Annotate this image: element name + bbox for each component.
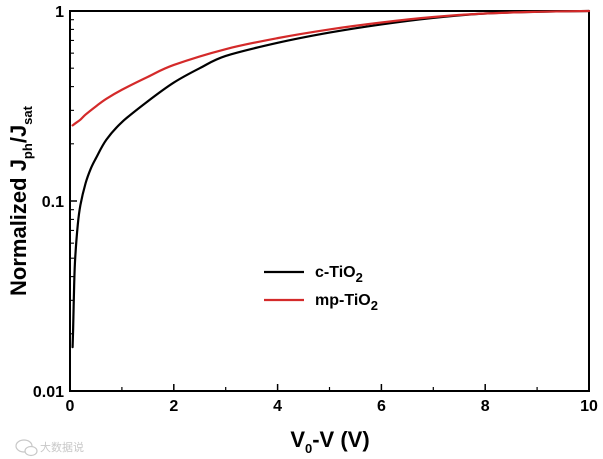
- legend-label-c-tio2: c-TiO2: [315, 264, 363, 285]
- x-axis-title: V0-V (V): [290, 427, 369, 456]
- plot-frame: [69, 10, 590, 392]
- x-axis-ticks: 0 2 4 6 8 10: [66, 384, 598, 415]
- y-tick-label: 0.01: [33, 384, 64, 401]
- y-tick-label: 0.1: [42, 194, 64, 211]
- watermark: 大数据说: [15, 439, 84, 457]
- x-tick-label: 6: [377, 398, 386, 415]
- y-axis-title: Normalized Jph/Jsat: [6, 105, 35, 296]
- x-tick-label: 10: [580, 398, 598, 415]
- chat-bubble-icon: [15, 439, 38, 457]
- legend-label-mp-tio2: mp-TiO2: [315, 292, 378, 313]
- y-axis-ticks: 0.01 0.1 1: [33, 4, 77, 401]
- series-line-mp-tio2: [71, 9, 591, 127]
- x-tick-label: 4: [273, 398, 282, 415]
- y-tick-label: 1: [55, 4, 64, 21]
- legend: c-TiO2 mp-TiO2: [264, 264, 378, 313]
- x-tick-label: 8: [481, 398, 490, 415]
- watermark-text: 大数据说: [40, 440, 84, 454]
- series-layer: [71, 9, 591, 349]
- x-tick-label: 2: [169, 398, 178, 415]
- x-tick-label: 0: [66, 398, 75, 415]
- series-line-c-tio2: [71, 9, 591, 349]
